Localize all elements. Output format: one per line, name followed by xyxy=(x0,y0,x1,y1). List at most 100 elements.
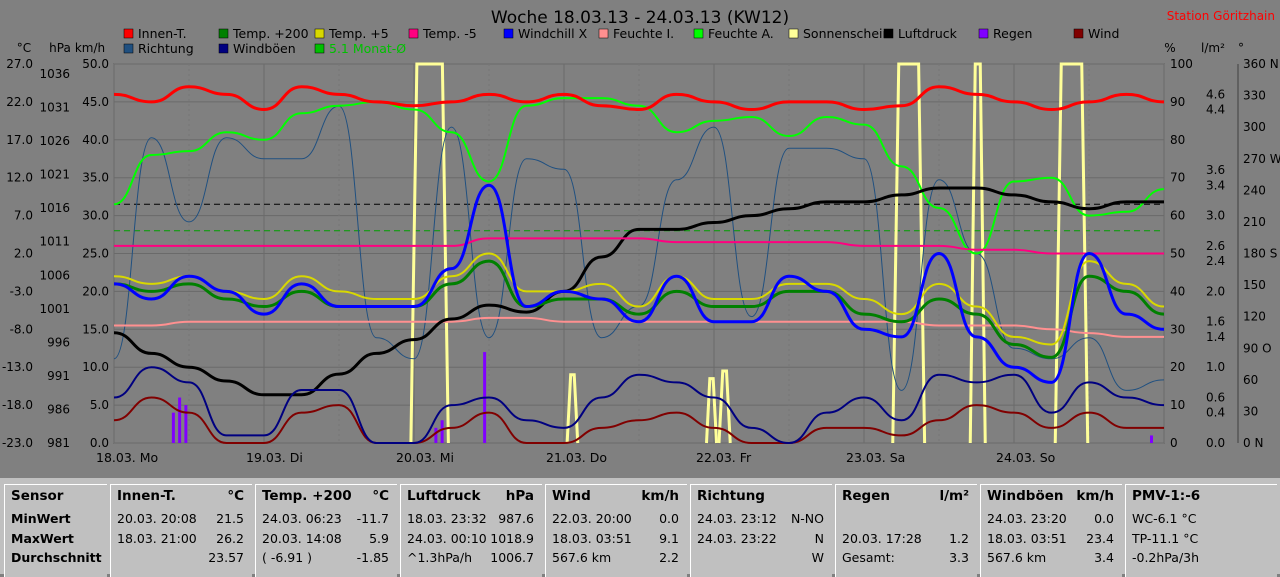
legend-item: Feuchte A. xyxy=(693,26,774,41)
x-day-labels: 18.03. Mo 19.03. Di 20.03. Mi 21.03. Do 22.0… xyxy=(96,450,1055,465)
stats-cell-value: 0.0 xyxy=(659,511,679,526)
wind-tick-label: 35.0 xyxy=(82,171,109,185)
right-unit-label: % xyxy=(1164,41,1175,55)
stats-panel-header: Innen-T. °C xyxy=(117,487,244,506)
rain-tick-label: 3.0 xyxy=(1206,209,1225,223)
rain-tick-label: 4.4 xyxy=(1206,102,1225,116)
rain-tick-label: 0.0 xyxy=(1206,436,1225,450)
rain-tick-label: 2.6 xyxy=(1206,239,1225,253)
stats-cell-label: 20.03. 17:28 xyxy=(842,530,922,546)
stats-row: TP-11.1 °C xyxy=(1132,529,1269,548)
stats-panel-header: Wind km/h xyxy=(552,487,679,506)
stats-panel-unit: °C xyxy=(227,488,244,504)
stats-panel: Luftdruck hPa 18.03. 23:32 987.6 24.03. 00:1… xyxy=(400,484,542,577)
rain-tick-label: 2.4 xyxy=(1206,254,1225,268)
stats-cell-value: 3.3 xyxy=(949,550,969,565)
temp-tick-label: -3.0 xyxy=(10,284,33,298)
rain-tick-label: 0.4 xyxy=(1206,406,1225,420)
stats-cell-value: W xyxy=(811,550,824,565)
legend-label: Regen xyxy=(993,26,1032,41)
left-unit-label: °C xyxy=(17,41,31,55)
right-unit-label: ° xyxy=(1238,41,1244,55)
stats-panel: Richtung 24.03. 23:12 N-NO 24.03. 23:22 N W xyxy=(690,484,832,577)
x-day-label: 22.03. Fr xyxy=(696,450,752,465)
legend-label: Wind xyxy=(1088,26,1119,41)
stats-panel: PMV-1:-6 WC-6.1 °C TP-11.1 °C -0.2hPa/3h xyxy=(1125,484,1277,577)
stats-row: 18.03. 03:51 9.1 xyxy=(552,529,679,548)
stats-cell-label: 24.03. 23:22 xyxy=(697,530,777,546)
pressure-tick-label: 996 xyxy=(47,335,70,349)
stats-row: 567.6 km 3.4 xyxy=(987,548,1114,567)
wind-tick-label: 30.0 xyxy=(82,209,109,223)
sunshine-line xyxy=(565,373,580,444)
stats-cell-label: 567.6 km xyxy=(987,550,1047,565)
stats-panel-title: Richtung xyxy=(697,488,765,504)
rain-tick-label: 0.6 xyxy=(1206,391,1225,405)
legend-label: Feuchte A. xyxy=(708,26,774,41)
legend-item: Feuchte I. xyxy=(598,26,674,41)
stats-row: 23.57 xyxy=(117,548,244,567)
stats-cell-value: -1.85 xyxy=(356,550,389,565)
stats-cell-value: 23.57 xyxy=(208,550,244,565)
rain-bar xyxy=(171,412,175,443)
legend-swatch xyxy=(314,28,325,39)
direction-tick-label: 90 O xyxy=(1243,341,1272,355)
rain-tick-label: 1.0 xyxy=(1206,360,1225,374)
stats-cell-label: 24.03. 06:23 xyxy=(262,511,342,526)
x-day-label: 21.03. Do xyxy=(546,450,607,465)
stats-table: Sensor MinWert MaxWert Durchschnitt Innen-T.… xyxy=(0,478,1280,577)
rain-tick-label: 3.4 xyxy=(1206,178,1225,192)
x-day-label: 20.03. Mi xyxy=(396,450,454,465)
stats-cell-label: MaxWert xyxy=(11,530,74,546)
stats-panel-title: Wind xyxy=(552,488,591,504)
sunshine-line xyxy=(891,62,927,444)
wind-tick-label: 50.0 xyxy=(82,57,109,71)
stats-panel: Wind km/h 22.03. 20:00 0.0 18.03. 03:51 9.1 56… xyxy=(545,484,687,577)
stats-panel-unit: km/h xyxy=(641,488,679,504)
stats-panel: Sensor MinWert MaxWert Durchschnitt xyxy=(4,484,107,577)
legend-item: Temp. +200 xyxy=(218,26,309,41)
stats-row: 22.03. 20:00 0.0 xyxy=(552,509,679,528)
legend-swatch xyxy=(123,43,134,54)
temp-tick-label: -13.0 xyxy=(2,360,33,374)
legend-swatch xyxy=(218,28,229,39)
series-lines xyxy=(113,85,1165,445)
legend-item: Windböen xyxy=(218,41,296,56)
legend-item: Regen xyxy=(978,26,1032,41)
legend-item: Temp. +5 xyxy=(314,26,389,41)
humidity-tick-label: 40 xyxy=(1170,284,1185,298)
stats-cell-label: 20.03. 14:08 xyxy=(262,530,342,546)
series-line-windb-en xyxy=(113,366,1165,445)
stats-panel-title: Sensor xyxy=(11,488,64,504)
wind-tick-label: 40.0 xyxy=(82,133,109,147)
wind-tick-label: 5.0 xyxy=(90,398,109,412)
stats-cell-value: N-NO xyxy=(790,511,824,526)
stats-cell-value: 0.0 xyxy=(1094,511,1114,526)
stats-panel-title: Windböen xyxy=(987,488,1064,504)
series-line-temp-5 xyxy=(113,252,1165,346)
legend-label: Temp. +5 xyxy=(328,26,389,41)
stats-panel-title: PMV-1:-6 xyxy=(1132,488,1201,504)
stats-row: 24.03. 23:22 N xyxy=(697,529,824,548)
stats-row: 24.03. 00:10 1018.9 xyxy=(407,529,534,548)
stats-panel-header: Richtung xyxy=(697,487,824,506)
grid xyxy=(113,63,1165,444)
wind-tick-label: 15.0 xyxy=(82,322,109,336)
legend-swatch xyxy=(123,28,134,39)
stats-row: 18.03. 21:00 26.2 xyxy=(117,529,244,548)
direction-tick-label: 180 S xyxy=(1243,247,1277,261)
series-line-innen-t- xyxy=(113,85,1165,111)
stats-cell-value: 2.2 xyxy=(659,550,679,565)
left-unit-label: hPa xyxy=(49,41,71,55)
pressure-tick-label: 1001 xyxy=(39,302,70,316)
stats-cell-label: 24.03. 23:12 xyxy=(697,511,777,526)
rain-bar xyxy=(1150,435,1153,443)
legend-item: 5.1 Monat-Ø xyxy=(314,41,406,56)
legend-label: Richtung xyxy=(138,41,194,56)
pressure-tick-label: 1026 xyxy=(39,134,70,148)
legend-label: 5.1 Monat-Ø xyxy=(329,41,406,56)
temp-tick-label: -8.0 xyxy=(10,322,33,336)
stats-panel-header: Regen l/m² xyxy=(842,487,969,506)
stats-row: 20.03. 20:08 21.5 xyxy=(117,509,244,528)
legend-swatch xyxy=(978,28,989,39)
